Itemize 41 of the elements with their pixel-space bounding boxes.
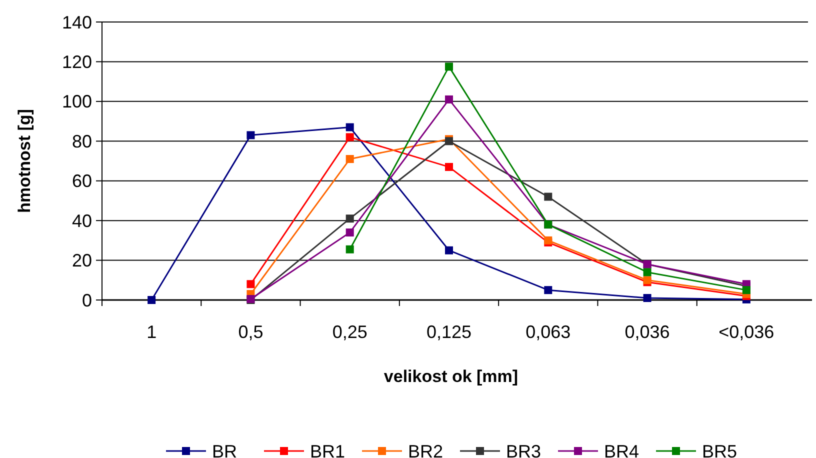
legend-label: BR5 (702, 441, 738, 458)
y-tick-label: 120 (62, 52, 92, 72)
x-tick-label: <0,036 (718, 322, 774, 342)
x-tick-label: 0,063 (526, 322, 571, 342)
point (246, 280, 255, 288)
point (544, 286, 552, 294)
point (346, 245, 354, 254)
y-tick-label: 100 (62, 92, 92, 112)
point (544, 192, 552, 201)
x-tick-label: 0,25 (332, 322, 368, 342)
legend-label: BR (212, 441, 238, 458)
point (346, 155, 354, 164)
legend-label: BR3 (506, 441, 542, 458)
point (346, 133, 354, 142)
point (445, 162, 453, 171)
point (445, 62, 453, 71)
x-tick-label: 0,125 (426, 322, 472, 342)
legend-label: BR1 (310, 441, 346, 458)
x-tick-label: 1 (146, 322, 157, 342)
point (643, 268, 652, 276)
y-tick-label: 40 (72, 210, 92, 231)
x-tick-label: 0,5 (238, 322, 264, 342)
point (246, 131, 255, 140)
point (445, 246, 453, 254)
legend-label: BR4 (604, 441, 640, 458)
point (346, 228, 354, 236)
y-tick-label: 20 (72, 250, 92, 271)
legend-label: BR2 (408, 441, 444, 458)
x-axis-title: velikost ok [mm] (384, 367, 518, 386)
point (445, 95, 453, 104)
point (346, 123, 354, 132)
y-tick-label: 60 (72, 171, 92, 192)
x-tick-label: 0,036 (624, 322, 670, 342)
y-tick-label: 80 (72, 131, 92, 152)
y-axis-title: hmotnost [g] (15, 109, 34, 213)
point (643, 294, 652, 302)
point (346, 214, 354, 223)
point (742, 286, 750, 294)
y-tick-label: 140 (62, 12, 92, 32)
point (148, 296, 156, 304)
y-tick-label: 0 (82, 290, 92, 310)
